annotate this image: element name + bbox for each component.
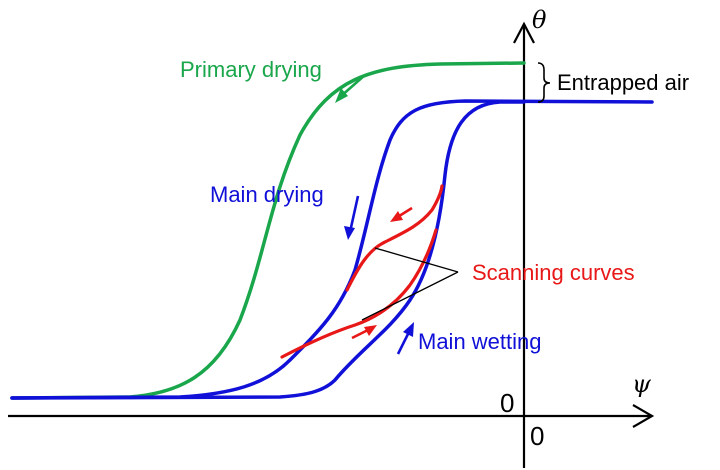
y-axis-symbol: θ [532,6,547,34]
scanning-leader-lower [361,271,459,321]
primary-drying-arrowhead [335,88,348,103]
main-drying-curve [10,99,654,400]
origin-label-x: 0 [530,421,544,451]
main-wetting-arrowhead [403,322,414,337]
main-drying-label: Main drying [210,182,324,207]
scanning-curve-drying [345,184,444,292]
origin-label-y: 0 [500,388,514,418]
scanning-curve-wetting [280,228,438,359]
main-drying-arrow [348,195,360,233]
x-axis-arrowhead [632,404,655,428]
main-wetting-label: Main wetting [418,329,542,354]
scanning-drying-arrowhead [390,211,403,222]
scanning-wetting-arrowhead [364,325,377,336]
main-drying-arrowhead [344,226,355,240]
y-axis-arrowhead [513,21,535,44]
main-wetting-curve [10,100,526,400]
scanning-leader-upper [374,247,459,273]
entrapped-air-label: Entrapped air [557,70,689,95]
primary-drying-label: Primary drying [180,57,322,82]
entrapped-air-brace [537,62,551,103]
x-axis-symbol: ψ [632,370,652,398]
scanning-curves-label: Scanning curves [472,260,635,285]
